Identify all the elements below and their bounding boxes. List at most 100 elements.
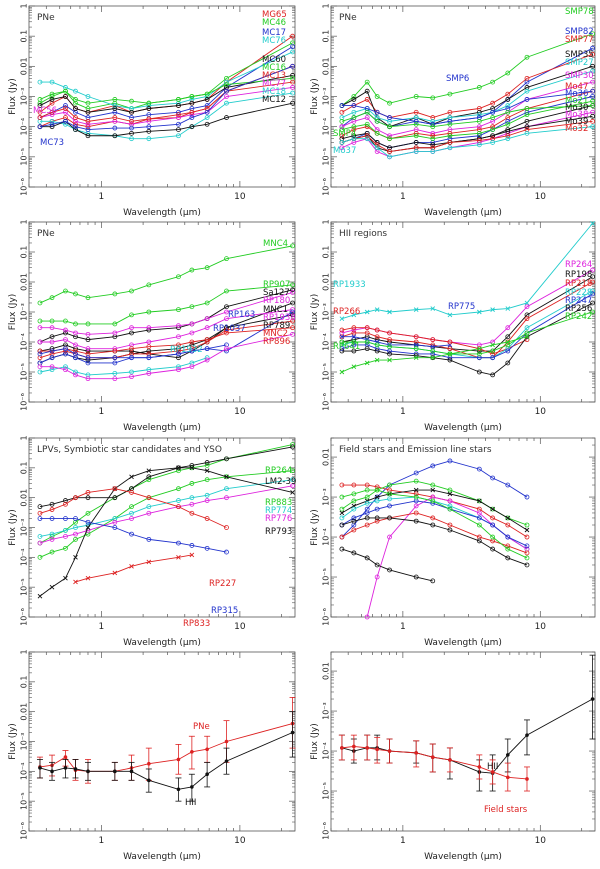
data-point [374,334,380,340]
data-point [290,243,295,249]
data-point [290,318,295,324]
series-label: MC56 [33,106,57,116]
data-point [447,140,453,145]
series-MNC4 [37,243,295,306]
data-point [146,128,152,134]
data-point [189,304,195,310]
data-point [413,94,419,99]
data-point [37,79,43,85]
series-line [341,548,433,582]
series-label: RP1932 [170,345,203,355]
series-SMP77 [339,51,595,120]
series-label: RP264 [265,466,292,476]
data-point [204,115,210,120]
data-point [49,109,55,115]
data-point [63,516,68,521]
y-tick-label: 10⁻⁶ [322,608,331,626]
data-point [49,118,55,124]
data-point [146,536,152,542]
data-point [505,546,511,552]
data-point [339,506,345,512]
data-point [189,481,195,486]
data-point [430,306,436,311]
series-label: RP256 [565,304,592,314]
data-point [73,555,78,560]
data-point [374,506,380,512]
x-tick-label: 10 [535,836,547,846]
series-line [39,46,293,119]
x-tick-label: 10 [535,407,547,417]
data-point [351,515,357,521]
data-point [290,309,295,315]
series-RP1938 [37,307,295,352]
data-point [112,376,118,382]
data-point [413,574,419,580]
data-point [364,339,370,345]
series-line [341,53,593,119]
series-line [39,479,293,537]
data-point [176,127,181,132]
plot-frame [330,651,596,832]
series-RP256 [339,300,595,378]
data-point [85,121,91,127]
y-tick-label: 0.01 [322,273,331,291]
data-point [73,127,78,132]
series-label: RP163 [228,310,255,320]
data-point [112,495,118,501]
x-axis-label: Wavelength (µm) [424,638,502,648]
data-point [590,79,595,85]
data-point [590,68,595,74]
series-line [75,554,192,583]
data-point [430,755,435,760]
data-point [129,130,134,136]
data-point [430,118,436,124]
data-point [447,133,453,139]
series-MC60 [37,73,295,115]
series-label: PNe [193,722,210,732]
data-point [112,125,118,131]
data-point [290,73,295,78]
data-point [413,140,419,145]
data-point [224,309,229,315]
data-point [374,498,380,504]
y-tick-label: 10⁻⁶ [322,822,331,840]
data-point [290,49,295,55]
series-MG65 [37,33,295,115]
data-point [37,510,43,516]
series-RP833 [73,552,195,585]
data-point [351,348,357,354]
data-point [430,344,436,349]
series-label: MC16 [262,63,286,73]
data-point [63,527,68,533]
data-point [290,483,295,489]
x-tick-label: 10 [234,622,246,632]
series-line [341,746,528,780]
data-point [37,369,43,375]
data-point [176,787,181,792]
data-point [505,482,511,488]
data-point [37,351,43,357]
series-label: RP774 [265,506,292,516]
data-point [505,334,511,340]
data-point [351,334,357,340]
data-point [146,344,152,350]
data-point [590,124,595,130]
data-point [224,486,229,492]
data-point [129,769,134,774]
data-point [490,770,495,774]
y-tick-label: 1 [20,219,29,224]
data-point [146,339,152,345]
data-point [490,115,496,120]
data-point [290,444,295,450]
data-point [505,97,511,102]
data-point [339,546,345,552]
data-point [176,498,181,503]
data-point [85,133,91,139]
data-point [129,490,134,495]
data-point [590,274,595,280]
series-RP227 [37,486,229,530]
series-line [341,311,593,355]
x-tick-label: 10 [234,192,246,202]
data-point [374,327,380,333]
